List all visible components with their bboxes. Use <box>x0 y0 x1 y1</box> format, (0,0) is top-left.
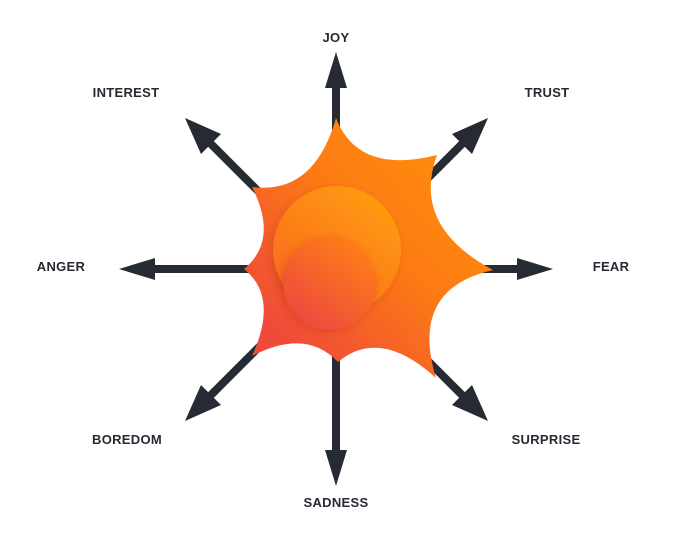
lower-circle <box>283 236 377 330</box>
arrowhead-up-left-icon <box>185 118 221 154</box>
arrowhead-left-icon <box>119 258 155 280</box>
label-surprise: SURPRISE <box>512 432 581 447</box>
label-interest: INTEREST <box>93 85 160 100</box>
label-joy: JOY <box>323 30 350 45</box>
arrowhead-right-icon <box>517 258 553 280</box>
label-anger: ANGER <box>37 259 86 274</box>
labels: JOY TRUST FEAR SURPRISE SADNESS BOREDOM … <box>37 30 630 510</box>
label-sadness: SADNESS <box>304 495 369 510</box>
arrowhead-up-icon <box>325 52 347 88</box>
label-fear: FEAR <box>593 259 630 274</box>
arrowhead-up-right-icon <box>452 118 488 154</box>
arrowhead-down-icon <box>325 450 347 486</box>
arrowhead-down-right-icon <box>452 385 488 421</box>
label-boredom: BOREDOM <box>92 432 162 447</box>
label-trust: TRUST <box>525 85 570 100</box>
arrowhead-down-left-icon <box>185 385 221 421</box>
